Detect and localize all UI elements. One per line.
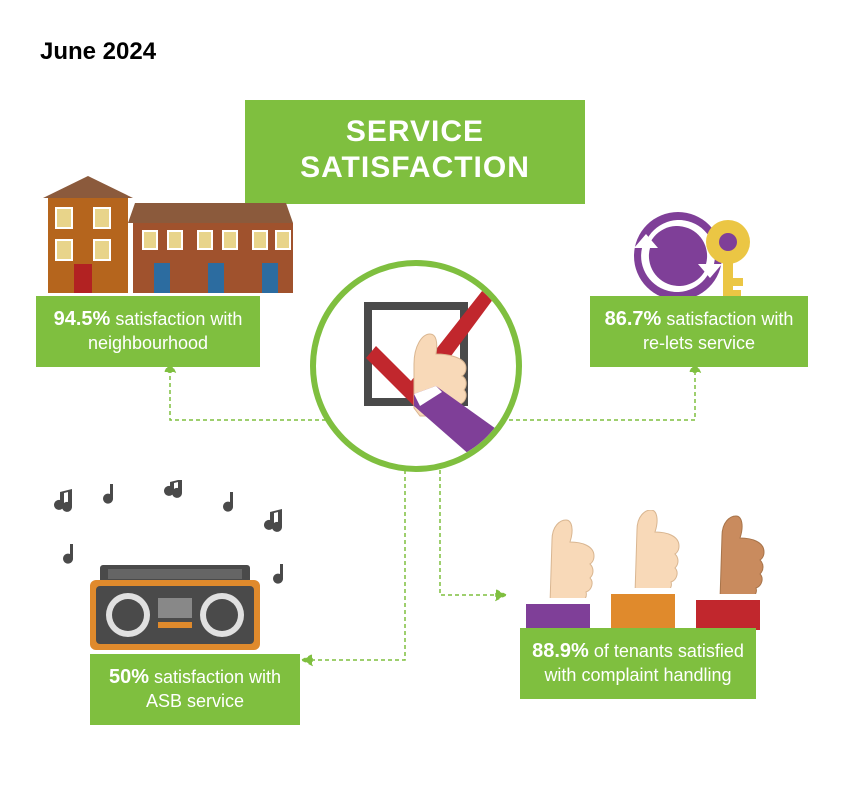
center-circle [310, 260, 522, 472]
thumbs-up-check-icon [326, 276, 506, 456]
stat-complaints-pct: 88.9% [532, 640, 589, 662]
stat-relets: 86.7% satisfaction with re-lets service [590, 296, 808, 367]
stat-asb-pct: 50% [109, 666, 149, 688]
stat-neighbourhood: 94.5% satisfaction with neighbourhood [36, 296, 260, 367]
stat-neighbourhood-text: satisfaction with neighbourhood [88, 309, 242, 353]
key-refresh-icon [628, 208, 768, 304]
three-thumbs-icon [510, 510, 770, 630]
boombox-icon [30, 480, 320, 660]
stat-neighbourhood-pct: 94.5% [54, 308, 111, 330]
stat-asb-text: satisfaction with ASB service [146, 667, 281, 711]
stat-relets-pct: 86.7% [605, 308, 662, 330]
houses-icon [38, 168, 298, 298]
stat-complaints: 88.9% of tenants satisfied with complain… [520, 628, 756, 699]
stat-asb: 50% satisfaction with ASB service [90, 654, 300, 725]
stat-relets-text: satisfaction with re-lets service [643, 309, 793, 353]
